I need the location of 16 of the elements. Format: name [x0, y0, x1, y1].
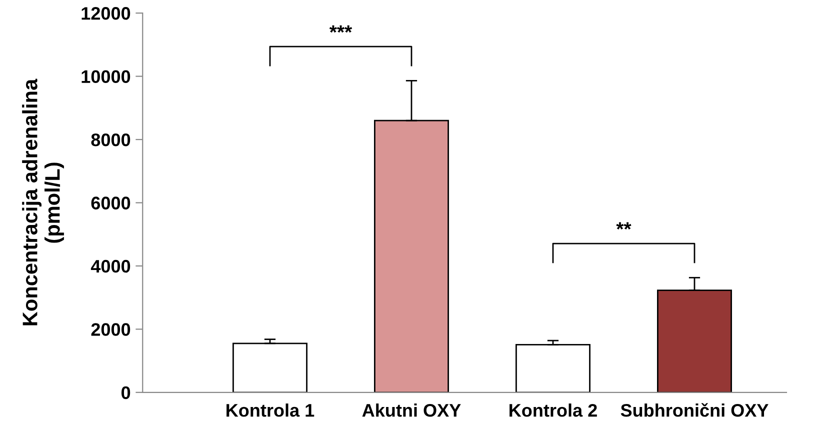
- x-tick-label: Kontrola 2: [510, 404, 597, 417]
- x-tick-label: Kontrola 1: [226, 404, 314, 417]
- y-tick-label: 10000: [82, 70, 130, 84]
- bar: [516, 344, 590, 392]
- y-tick-label: 2000: [91, 323, 130, 336]
- x-tick-label: Subhronični OXY: [620, 403, 768, 417]
- y-tick-label: 8000: [91, 133, 130, 146]
- y-axis-title: Koncentracija adrenalina (pmol/L): [22, 78, 64, 326]
- annotation: ***: [329, 25, 352, 33]
- y-tick-label: 6000: [91, 196, 130, 210]
- bar: [232, 342, 308, 392]
- y-tick-label: 4000: [90, 260, 130, 273]
- annotation: **: [616, 222, 632, 230]
- y-tick-label: 12000: [82, 7, 130, 20]
- x-tick-label: Akutni OXY: [362, 404, 461, 417]
- y-tick-label: 0: [121, 386, 130, 400]
